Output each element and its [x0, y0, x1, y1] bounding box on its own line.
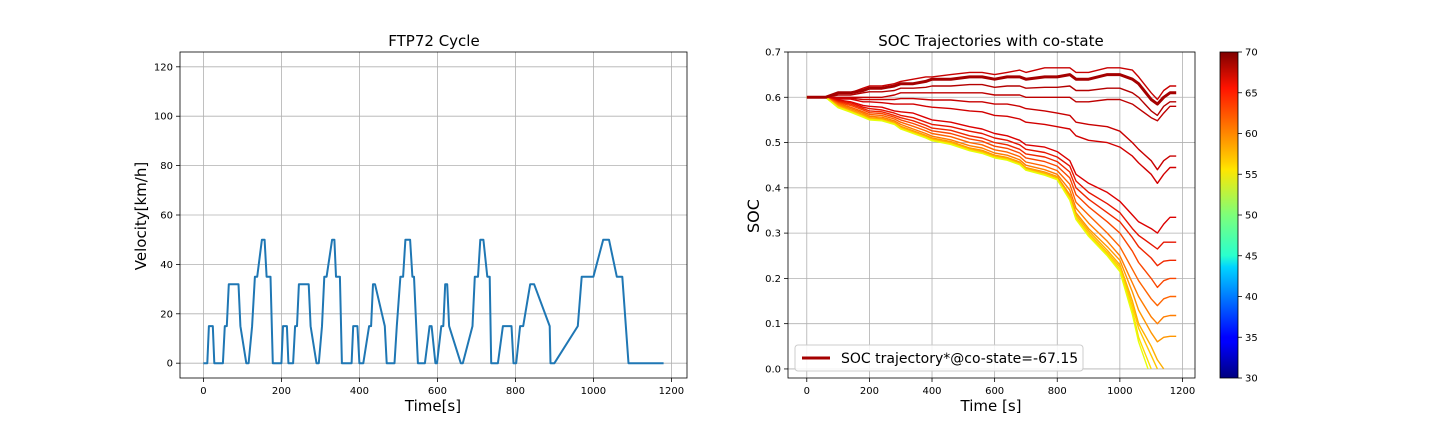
plot-area-frame: [787, 51, 1196, 379]
soc-trajectory-line: [806, 96, 1177, 171]
x-tick-label: 400: [922, 386, 941, 397]
colorbar-tick-label: 65: [1245, 88, 1258, 99]
x-tick-label: 800: [506, 386, 525, 397]
y-tick-label: 60: [160, 211, 173, 222]
soc-trajectory-line: [806, 83, 1177, 117]
soc-trajectory-line: [806, 96, 1149, 370]
soc-trajectory-line: [806, 67, 1177, 101]
y-tick-label: 0.5: [765, 138, 781, 149]
colorbar-tick-label: 55: [1245, 170, 1258, 181]
x-tick-label: 600: [428, 386, 447, 397]
soc-trajectory-line: [806, 96, 1177, 343]
x-tick-label: 400: [350, 386, 369, 397]
tick-labels: 0 200 400 600 800 1000 1200 0 20 40 60 80 100 120: [154, 62, 684, 397]
colorbar-gradient: [1219, 51, 1239, 379]
x-tick-label: 800: [1048, 386, 1067, 397]
legend-box: [794, 344, 1084, 372]
y-axis-label: SOC: [744, 199, 763, 233]
colorbar-tick-label: 60: [1245, 129, 1258, 140]
soc-chart: SOC Trajectories with co-state 0 200 400 60…: [744, 32, 1196, 415]
y-tick-label: 0.3: [765, 229, 781, 240]
soc-trajectory-line: [806, 96, 1177, 185]
colorbar-tick-label: 30: [1245, 374, 1258, 385]
colorbar-tick-label: 35: [1245, 333, 1258, 344]
y-tick-label: 0.0: [765, 364, 781, 375]
x-tick-label: 1200: [659, 386, 684, 397]
y-tick-label: 20: [160, 309, 173, 320]
chart-title: FTP72 Cycle: [388, 32, 479, 50]
soc-trajectory-line: [806, 96, 1177, 307]
y-tick-label: 0.1: [765, 319, 781, 330]
soc-trajectory-line: [806, 96, 1177, 250]
colorbar-tick-label: 70: [1245, 48, 1258, 59]
x-tick-label: 1000: [1107, 386, 1132, 397]
tick-labels: 0 200 400 600 800 1000 1200 0.0 0.1 0.2 0.3 0.4 0.5 0…: [765, 48, 1195, 398]
x-axis-label: Time [s]: [960, 397, 1022, 415]
x-axis-label: Time[s]: [404, 397, 461, 415]
y-axis-label: Velocity[km/h]: [132, 162, 150, 270]
soc-trajectory-line: [806, 96, 1177, 289]
x-tick-label: 1200: [1170, 386, 1195, 397]
y-tick-label: 120: [154, 62, 173, 73]
y-tick-label: 0.4: [765, 183, 781, 194]
y-tick-label: 0.2: [765, 274, 781, 285]
colorbar-tick-labels: 30 35 40 45 50 55 60 65 70: [1238, 48, 1258, 385]
plot-area-frame: [179, 51, 688, 379]
ftp72-chart: FTP72 Cycle 0 200 400 600 800 1000 1200 0 20 40 60…: [132, 32, 688, 415]
soc-trajectory-line: [806, 96, 1177, 234]
y-tick-label: 80: [160, 161, 173, 172]
soc-trajectory-line: [806, 92, 1177, 122]
optimal-soc-trajectory-line: [806, 73, 1177, 106]
x-tick-label: 1000: [581, 386, 606, 397]
x-tick-label: 600: [985, 386, 1004, 397]
soc-trajectory-line: [806, 96, 1177, 267]
soc-trajectory-line: [806, 96, 1177, 325]
y-tick-label: 100: [154, 112, 173, 123]
legend: SOC trajectory*@co-state=-67.15: [794, 344, 1084, 372]
colorbar-tick-label: 50: [1245, 211, 1258, 222]
y-tick-label: 40: [160, 260, 173, 271]
velocity-line: [203, 238, 664, 365]
x-tick-label: 0: [804, 386, 810, 397]
x-tick-label: 200: [860, 386, 879, 397]
y-tick-label: 0: [167, 359, 173, 370]
y-tick-label: 0.7: [765, 48, 781, 59]
series-lines: [203, 238, 664, 365]
series-lines: [806, 67, 1177, 370]
colorbar-tick-label: 40: [1245, 292, 1258, 303]
colorbar: 30 35 40 45 50 55 60 65 70: [1219, 48, 1258, 385]
chart-title: SOC Trajectories with co-state: [878, 32, 1103, 50]
x-tick-label: 0: [200, 386, 206, 397]
grid: [180, 52, 687, 378]
legend-label: SOC trajectory*@co-state=-67.15: [841, 351, 1078, 367]
colorbar-tick-label: 45: [1245, 251, 1258, 262]
x-tick-label: 200: [272, 386, 291, 397]
y-tick-label: 0.6: [765, 93, 781, 104]
